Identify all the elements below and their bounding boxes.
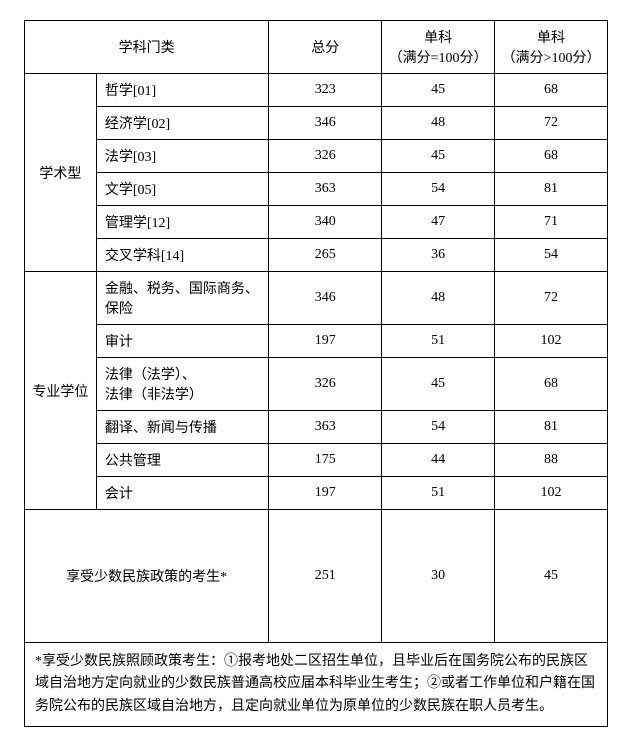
gt-cell: 72 <box>495 272 608 325</box>
subject-cell: 管理学[12] <box>96 206 268 239</box>
gt-cell: 72 <box>495 107 608 140</box>
special-eq: 30 <box>382 510 495 643</box>
gt-cell: 102 <box>495 477 608 510</box>
subject-cell: 翻译、新闻与传播 <box>96 411 268 444</box>
subject-cell: 经济学[02] <box>96 107 268 140</box>
total-cell: 340 <box>269 206 382 239</box>
gt-cell: 68 <box>495 74 608 107</box>
table-row: 交叉学科[14] 265 36 54 <box>25 239 608 272</box>
special-minority-row: 享受少数民族政策的考生* 251 30 45 <box>25 510 608 643</box>
footnote-row: *享受少数民族照顾政策考生：①报考地处二区招生单位，且毕业后在国务院公布的民族区… <box>25 643 608 727</box>
subject-cell: 法律（法学）、 法律（非法学） <box>96 358 268 411</box>
subject-cell: 交叉学科[14] <box>96 239 268 272</box>
table-header-row: 学科门类 总分 单科 （满分=100分） 单科 （满分>100分） <box>25 21 608 74</box>
table-row: 会计 197 51 102 <box>25 477 608 510</box>
header-total: 总分 <box>269 21 382 74</box>
table-row: 经济学[02] 346 48 72 <box>25 107 608 140</box>
table-row: 法学[03] 326 45 68 <box>25 140 608 173</box>
eq-cell: 44 <box>382 444 495 477</box>
table-row: 公共管理 175 44 88 <box>25 444 608 477</box>
eq-cell: 45 <box>382 140 495 173</box>
total-cell: 346 <box>269 107 382 140</box>
special-total: 251 <box>269 510 382 643</box>
eq-cell: 48 <box>382 107 495 140</box>
table-row: 专业学位 金融、税务、国际商务、保险 346 48 72 <box>25 272 608 325</box>
scores-table: 学科门类 总分 单科 （满分=100分） 单科 （满分>100分） 学术型 哲学… <box>24 20 608 727</box>
table-row: 翻译、新闻与传播 363 54 81 <box>25 411 608 444</box>
gt-cell: 68 <box>495 358 608 411</box>
subject-cell: 公共管理 <box>96 444 268 477</box>
gt-cell: 68 <box>495 140 608 173</box>
subject-cell: 法学[03] <box>96 140 268 173</box>
gt-cell: 71 <box>495 206 608 239</box>
table-row: 文学[05] 363 54 81 <box>25 173 608 206</box>
total-cell: 363 <box>269 173 382 206</box>
eq-cell: 36 <box>382 239 495 272</box>
table-row: 学术型 哲学[01] 323 45 68 <box>25 74 608 107</box>
gt-cell: 54 <box>495 239 608 272</box>
gt-cell: 88 <box>495 444 608 477</box>
eq-cell: 54 <box>382 173 495 206</box>
subject-cell: 审计 <box>96 325 268 358</box>
gt-cell: 81 <box>495 173 608 206</box>
total-cell: 326 <box>269 140 382 173</box>
table-row: 管理学[12] 340 47 71 <box>25 206 608 239</box>
gt-cell: 81 <box>495 411 608 444</box>
eq-cell: 45 <box>382 74 495 107</box>
total-cell: 323 <box>269 74 382 107</box>
total-cell: 175 <box>269 444 382 477</box>
subject-cell: 会计 <box>96 477 268 510</box>
table-row: 法律（法学）、 法律（非法学） 326 45 68 <box>25 358 608 411</box>
eq-cell: 51 <box>382 325 495 358</box>
footnote-text: *享受少数民族照顾政策考生：①报考地处二区招生单位，且毕业后在国务院公布的民族区… <box>25 643 608 727</box>
subject-cell: 金融、税务、国际商务、保险 <box>96 272 268 325</box>
total-cell: 326 <box>269 358 382 411</box>
total-cell: 197 <box>269 477 382 510</box>
total-cell: 346 <box>269 272 382 325</box>
gt-cell: 102 <box>495 325 608 358</box>
subject-cell: 文学[05] <box>96 173 268 206</box>
header-category: 学科门类 <box>25 21 269 74</box>
eq-cell: 51 <box>382 477 495 510</box>
subject-cell: 哲学[01] <box>96 74 268 107</box>
eq-cell: 47 <box>382 206 495 239</box>
header-single-eq100: 单科 （满分=100分） <box>382 21 495 74</box>
special-gt: 45 <box>495 510 608 643</box>
special-label: 享受少数民族政策的考生* <box>25 510 269 643</box>
header-single-gt100: 单科 （满分>100分） <box>495 21 608 74</box>
eq-cell: 54 <box>382 411 495 444</box>
total-cell: 197 <box>269 325 382 358</box>
eq-cell: 48 <box>382 272 495 325</box>
total-cell: 363 <box>269 411 382 444</box>
category-academic: 学术型 <box>25 74 97 272</box>
table-row: 审计 197 51 102 <box>25 325 608 358</box>
category-professional: 专业学位 <box>25 272 97 510</box>
total-cell: 265 <box>269 239 382 272</box>
eq-cell: 45 <box>382 358 495 411</box>
